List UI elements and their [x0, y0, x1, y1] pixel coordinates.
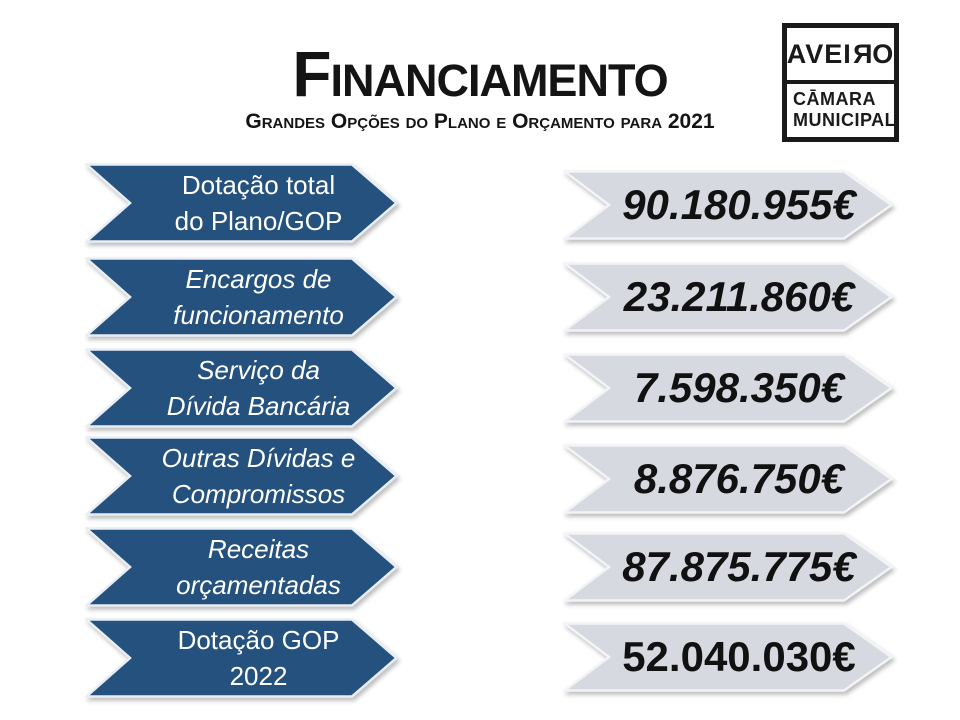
logo-wordmark: AVEI R O [787, 28, 894, 84]
label-arrow-encargos: Encargos de funcionamento [85, 257, 398, 337]
chevron-shape-icon [563, 444, 893, 514]
chevron-shape-icon [85, 618, 398, 698]
page-title: Financiamento [292, 38, 668, 110]
value-arrow-dotacao-gop-2022: 52.040.030€ [563, 622, 893, 692]
value-text: 23.211.860€ [623, 273, 855, 320]
value-arrow-dotacao-total: 90.180.955€ [563, 170, 893, 240]
value-arrow-encargos: 23.211.860€ [563, 262, 893, 332]
chevron-shape-icon [85, 348, 398, 428]
logo-subtext-line2: MUNICIPAL [793, 110, 897, 131]
aveiro-municipal-logo: AVEI R O CĀMARA MUNICIPAL [782, 23, 899, 142]
chevron-shape-icon [563, 262, 893, 332]
logo-wordmark-suffix: O [872, 38, 895, 69]
label-text: Dotação GOP 2022 [177, 625, 340, 691]
chevron-shape-icon [563, 622, 893, 692]
value-text: 87.875.775€ [622, 543, 856, 590]
chevron-shape-icon [85, 436, 398, 516]
label-text: Dotação total do Plano/GOP [174, 170, 343, 236]
label-text: Serviço da Dívida Bancária [166, 355, 351, 421]
label-text: Encargos de funcionamento [173, 264, 344, 330]
value-arrow-servico-divida: 7.598.350€ [563, 353, 893, 423]
value-text: 90.180.955€ [622, 181, 856, 228]
logo-subtext: CĀMARA MUNICIPAL [787, 84, 897, 131]
chevron-shape-icon [85, 527, 398, 607]
label-arrow-outras-dividas: Outras Dívidas e Compromissos [85, 436, 398, 516]
label-arrow-dotacao-total: Dotação total do Plano/GOP [85, 163, 398, 243]
value-text: 8.876.750€ [633, 455, 845, 502]
chevron-shape-icon [563, 170, 893, 240]
page-subtitle: Grandes Opções do Plano e Orçamento para… [245, 110, 715, 133]
chevron-shape-icon [85, 257, 398, 337]
label-arrow-receitas: Receitas orçamentadas [85, 527, 398, 607]
logo-subtext-line1: CĀMARA [793, 89, 876, 109]
label-arrow-servico-divida: Serviço da Dívida Bancária [85, 348, 398, 428]
label-arrow-dotacao-gop-2022: Dotação GOP 2022 [85, 618, 398, 698]
logo-wordmark-prefix: AVEI [786, 38, 852, 69]
value-arrow-receitas: 87.875.775€ [563, 532, 893, 602]
label-text: Receitas orçamentadas [176, 534, 341, 600]
value-arrow-outras-dividas: 8.876.750€ [563, 444, 893, 514]
value-text: 52.040.030€ [622, 633, 856, 680]
value-text: 7.598.350€ [633, 364, 845, 411]
chevron-shape-icon [563, 532, 893, 602]
chevron-shape-icon [563, 353, 893, 423]
chevron-shape-icon [85, 163, 398, 243]
logo-mirrored-letter: R [851, 38, 873, 69]
label-text: Outras Dívidas e Compromissos [161, 443, 356, 509]
